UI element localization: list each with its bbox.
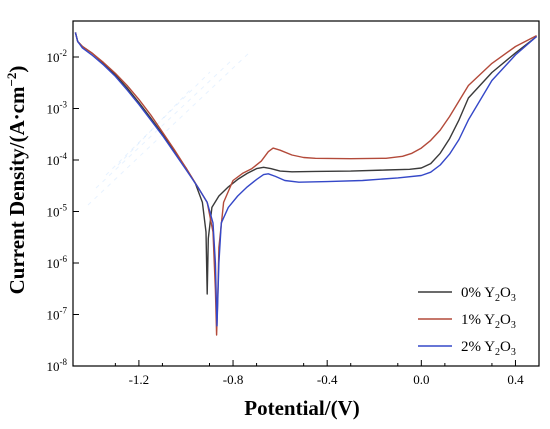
y-tick-label: 10-7 — [47, 305, 68, 322]
plot-frame — [72, 20, 540, 367]
background-overlay-line — [87, 51, 251, 206]
plot-lines — [74, 32, 538, 336]
legend-label: 2% Y2O3 — [461, 339, 516, 358]
axis-ticks — [73, 56, 516, 367]
y-tick-label: 10-3 — [47, 99, 68, 116]
y-tick-label: 10-6 — [47, 254, 68, 271]
x-tick-label: -0.4 — [317, 372, 338, 387]
x-tick-label: 0.4 — [507, 372, 524, 387]
series-line — [74, 32, 538, 295]
series-line — [74, 32, 537, 336]
y-tick-label: 10-4 — [47, 151, 68, 168]
y-tick-label: 10-2 — [47, 48, 68, 65]
y-tick-labels: 10-8 10-7 10-6 10-5 10-4 10-3 10-2 — [47, 48, 68, 374]
background-overlay-line — [105, 71, 211, 176]
y-tick-label: 10-8 — [47, 357, 68, 374]
x-tick-label: -1.2 — [129, 372, 150, 387]
y-axis-title: Current Density/(A·cm−2) — [4, 66, 29, 295]
legend-label: 0% Y2O3 — [461, 285, 516, 304]
x-tick-labels: -1.2 -0.8 -0.4 0.0 0.4 — [129, 372, 524, 387]
x-tick-label: 0.0 — [413, 372, 429, 387]
background-overlay-line — [95, 59, 233, 189]
x-axis-title: Potential/(V) — [244, 396, 359, 420]
background-overlay — [87, 51, 251, 206]
background-overlay-line — [117, 89, 191, 166]
y-tick-label: 10-5 — [47, 202, 68, 219]
x-tick-label: -0.8 — [223, 372, 244, 387]
legend: 0% Y2O3 1% Y2O3 2% Y2O3 — [418, 285, 516, 358]
legend-label: 1% Y2O3 — [461, 312, 516, 331]
series-line — [74, 32, 538, 327]
